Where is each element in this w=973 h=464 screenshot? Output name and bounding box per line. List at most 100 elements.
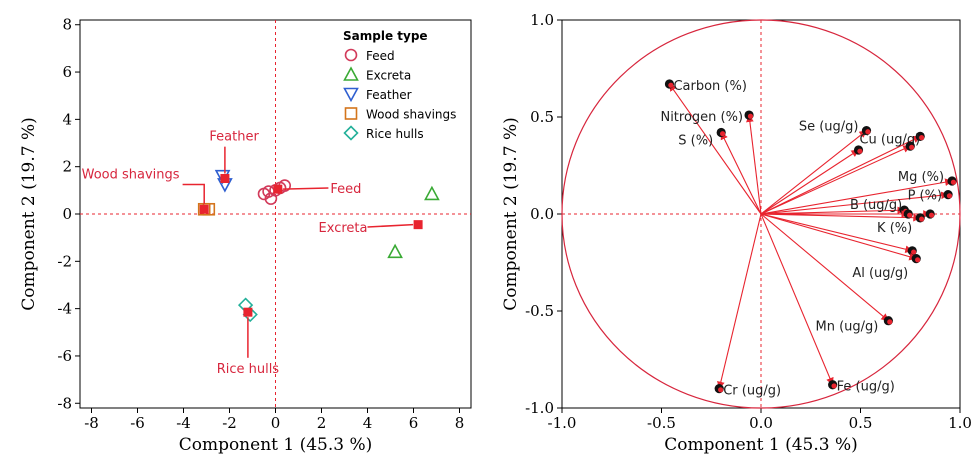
loading-label: P (%) <box>908 189 942 204</box>
loading-point-highlight <box>720 131 726 137</box>
loading-point-highlight <box>718 387 724 393</box>
loading-vector <box>669 83 762 215</box>
annotation-line <box>282 187 329 190</box>
annotation-line <box>182 183 205 205</box>
loading-label: Mg (%) <box>898 170 944 185</box>
group-mean-label: Rice hulls <box>217 362 280 377</box>
legend-marker <box>344 48 358 62</box>
loading-vector <box>760 130 868 215</box>
loading-label: B (ug/g) <box>850 198 902 213</box>
x-tick-label: -2 <box>222 414 237 432</box>
loading-point-highlight <box>668 82 674 88</box>
loading-label: Nitrogen (%) <box>660 110 743 125</box>
y-tick-label: 1.0 <box>530 11 554 29</box>
loading-point-highlight <box>946 193 953 199</box>
legend-item-label: Feather <box>366 88 412 102</box>
x-tick-label: 0.0 <box>749 414 773 432</box>
x-tick-label: 0.5 <box>849 414 873 432</box>
loading-point-highlight <box>865 129 871 135</box>
legend-item-label: Excreta <box>366 69 411 83</box>
group-mean-marker <box>220 174 230 184</box>
loading-vector <box>760 191 949 215</box>
point-excreta <box>424 185 440 201</box>
loading-label: S (%) <box>678 134 713 149</box>
loading-point-highlight <box>831 383 837 389</box>
group-mean-label: Excreta <box>319 221 368 236</box>
loading-vector <box>760 206 906 215</box>
x-axis-title: Component 1 (45.3 %) <box>179 435 373 455</box>
loading-point-highlight <box>928 212 935 218</box>
loadings-plot: -1.0 -0.5 0.0 0.5 1.0 1.0 0.5 0.0 -0.5 -1.0 Compon… <box>501 11 972 455</box>
loading-vector <box>760 213 889 322</box>
x-tick-label: 1.0 <box>948 414 972 432</box>
x-tick-label: -0.5 <box>647 414 676 432</box>
y-tick-label: 6 <box>62 63 72 81</box>
y-axis-title: Component 2 (19.7 %) <box>501 117 521 311</box>
loading-vector <box>760 135 921 215</box>
loading-label: Mn (ug/g) <box>816 320 879 335</box>
loading-label: Cr (ug/g) <box>723 384 781 399</box>
y-tick-label: 8 <box>62 16 72 34</box>
loading-vector <box>760 213 913 253</box>
legend-marker <box>344 107 358 120</box>
loading-point-highlight <box>915 257 921 263</box>
y-axis-title: Component 2 (19.7 %) <box>19 117 39 311</box>
x-tick-label: 6 <box>409 414 419 432</box>
scores-plot: -8 -6 -4 -2 0 2 4 6 8 -8 -6 -4 -2 0 2 4 6 8 Component 1 (4… <box>19 16 472 455</box>
loading-point-highlight <box>909 144 915 150</box>
loading-point-highlight <box>911 249 917 255</box>
y-tick-label: -0.5 <box>525 302 554 320</box>
y-tick-label: -1.0 <box>525 399 554 417</box>
loading-point-highlight <box>747 113 754 119</box>
loading-vector <box>760 213 834 386</box>
legend-title: Sample type <box>343 29 428 43</box>
loading-point-highlight <box>950 179 957 185</box>
x-axis-title: Component 1 (45.3 %) <box>664 435 858 455</box>
group-mean-marker <box>273 184 283 194</box>
legend-marker <box>343 125 359 141</box>
loading-label: Fe (ug/g) <box>837 380 895 395</box>
loading-label: Carbon (%) <box>673 79 746 94</box>
y-tick-label: -6 <box>57 347 72 365</box>
loading-point-highlight <box>919 216 925 222</box>
group-mean-marker <box>413 220 423 230</box>
y-tick-label: 0.5 <box>530 108 554 126</box>
y-tick-label: 4 <box>62 110 72 128</box>
loading-vector <box>746 114 762 215</box>
loading-point-highlight <box>919 135 925 141</box>
x-tick-label: 8 <box>455 414 465 432</box>
point-excreta <box>387 243 403 259</box>
x-tick-label: -4 <box>176 414 191 432</box>
loading-vector <box>760 149 860 215</box>
loading-point-highlight <box>887 319 893 325</box>
group-mean-marker <box>243 307 253 317</box>
x-tick-label: -8 <box>84 414 99 432</box>
loading-label: Se (ug/g) <box>799 120 859 135</box>
loading-vector <box>760 213 921 222</box>
loading-point-highlight <box>857 148 863 154</box>
x-tick-label: 2 <box>317 414 327 432</box>
y-tick-label: -2 <box>57 252 72 270</box>
legend-marker <box>343 87 359 103</box>
loading-vector <box>760 213 917 261</box>
group-mean-label: Wood shavings <box>82 168 180 183</box>
x-tick-label: 0 <box>271 414 281 432</box>
x-tick-label: 4 <box>363 414 373 432</box>
loading-vector <box>760 178 953 215</box>
group-mean-marker <box>199 204 209 214</box>
y-tick-label: 0.0 <box>530 205 554 223</box>
group-mean-label: Feather <box>209 130 259 145</box>
loading-label: Al (ug/g) <box>852 266 908 281</box>
x-tick-label: -6 <box>130 414 145 432</box>
group-mean-label: Feed <box>330 182 361 197</box>
loading-vector <box>720 131 762 215</box>
legend-marker <box>343 66 359 81</box>
unit-circle <box>561 19 961 409</box>
y-tick-label: 0 <box>62 205 72 223</box>
loading-label: K (%) <box>877 221 912 236</box>
loading-point-highlight <box>907 212 913 218</box>
y-tick-label: -8 <box>57 394 72 412</box>
legend-item-label: Rice hulls <box>366 127 424 141</box>
loading-vector <box>717 213 762 390</box>
